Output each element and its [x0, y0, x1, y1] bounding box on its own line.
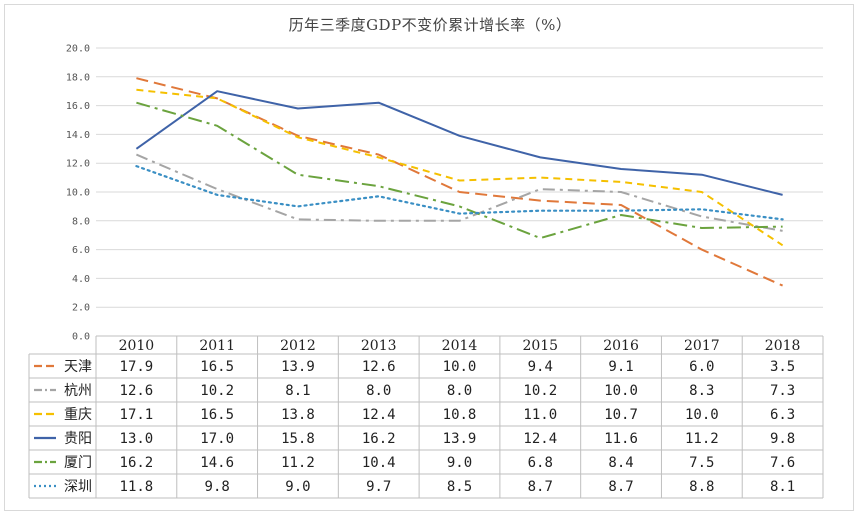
- data-label: 11.2: [281, 455, 315, 471]
- y-tick-label: 8.0: [72, 216, 90, 227]
- data-label: 12.4: [523, 431, 557, 447]
- data-label: 9.8: [205, 479, 230, 495]
- chart-title: 历年三季度GDP不变价累计增长率（%）: [288, 16, 572, 34]
- data-label: 12.4: [362, 407, 396, 423]
- data-label: 9.0: [285, 479, 310, 495]
- y-axis-ticks: 0.0 2.0 4.0 6.0 8.0 10.0 12.0 14.0 16.0 18.0 20.0: [66, 44, 90, 343]
- data-label: 13.0: [120, 431, 154, 447]
- x-category-label: 2016: [603, 338, 639, 354]
- data-label: 11.6: [604, 431, 638, 447]
- legend-label: 天津: [64, 359, 92, 375]
- data-label: 9.7: [366, 479, 391, 495]
- data-label: 9.4: [528, 359, 553, 375]
- x-category-label: 2012: [280, 338, 316, 354]
- legend-label: 深圳: [64, 479, 92, 495]
- series-line-2: [136, 88, 784, 247]
- series-line-1: [136, 153, 783, 232]
- data-label: 6.8: [528, 455, 553, 471]
- y-tick-label: 14.0: [66, 130, 90, 141]
- y-tick-label: 20.0: [66, 44, 90, 55]
- data-label: 13.9: [281, 359, 315, 375]
- legend-label: 厦门: [64, 455, 92, 471]
- data-label: 12.6: [120, 383, 154, 399]
- data-label: 16.2: [362, 431, 396, 447]
- data-label: 8.5: [447, 479, 472, 495]
- data-label: 8.1: [770, 479, 795, 495]
- data-label: 7.3: [770, 383, 795, 399]
- data-label: 8.7: [608, 479, 633, 495]
- series-line-4: [136, 101, 783, 240]
- data-label: 10.2: [523, 383, 557, 399]
- data-label: 11.2: [685, 431, 719, 447]
- data-label: 10.7: [604, 407, 638, 423]
- data-label: 15.8: [281, 431, 315, 447]
- chart-frame: [4, 4, 854, 511]
- x-category-label: 2018: [765, 338, 801, 354]
- grid-lines: [96, 47, 823, 308]
- data-label: 13.9: [443, 431, 477, 447]
- data-label: 8.1: [285, 383, 310, 399]
- x-category-label: 2011: [199, 338, 235, 354]
- y-tick-label: 4.0: [72, 274, 90, 285]
- data-label: 3.5: [770, 359, 795, 375]
- data-label: 13.8: [281, 407, 315, 423]
- data-label: 10.4: [362, 455, 396, 471]
- y-tick-label: 2.0: [72, 303, 90, 314]
- y-tick-label: 18.0: [66, 72, 90, 83]
- series-line-0: [136, 77, 784, 287]
- data-label: 16.5: [200, 359, 234, 375]
- y-tick-label: 12.0: [66, 159, 90, 170]
- data-label: 10.0: [604, 383, 638, 399]
- data-label: 16.5: [200, 407, 234, 423]
- data-label: 6.3: [770, 407, 795, 423]
- data-label: 8.4: [608, 455, 633, 471]
- data-label: 16.2: [120, 455, 154, 471]
- data-label: 6.0: [689, 359, 714, 375]
- y-tick-label: 6.0: [72, 245, 90, 256]
- data-label: 11.0: [523, 407, 557, 423]
- data-label: 10.0: [685, 407, 719, 423]
- data-label: 8.7: [528, 479, 553, 495]
- y-tick-label: 0.0: [72, 332, 90, 343]
- data-label: 10.2: [200, 383, 234, 399]
- data-label: 12.6: [362, 359, 396, 375]
- x-category-label: 2014: [442, 338, 478, 354]
- x-category-label: 2017: [684, 338, 720, 354]
- data-label: 10.0: [443, 359, 477, 375]
- data-label: 8.0: [447, 383, 472, 399]
- series-lines: [135, 77, 784, 287]
- data-label: 7.5: [689, 455, 714, 471]
- y-tick-label: 10.0: [66, 188, 90, 199]
- data-table: 2010 2011 2012 2013 2014 2015 2016 2017 2018 天津 17…: [28, 335, 824, 499]
- y-tick-label: 16.0: [66, 101, 90, 112]
- legend-label: 重庆: [64, 407, 92, 423]
- x-category-label: 2010: [119, 338, 155, 354]
- data-label: 8.0: [366, 383, 391, 399]
- data-label: 17.0: [200, 431, 234, 447]
- data-label: 8.3: [689, 383, 714, 399]
- data-label: 7.6: [770, 455, 795, 471]
- legend-label: 贵阳: [64, 431, 92, 447]
- data-label: 9.0: [447, 455, 472, 471]
- data-label: 11.8: [120, 479, 154, 495]
- data-label: 17.9: [120, 359, 154, 375]
- x-category-label: 2013: [361, 338, 397, 354]
- data-label: 8.8: [689, 479, 714, 495]
- data-label: 14.6: [200, 455, 234, 471]
- series-line-5: [135, 165, 784, 221]
- series-line-3: [135, 90, 783, 196]
- data-label: 9.1: [608, 359, 633, 375]
- x-category-label: 2015: [522, 338, 558, 354]
- data-label: 17.1: [120, 407, 154, 423]
- legend-label: 杭州: [64, 383, 92, 399]
- data-label: 9.8: [770, 431, 795, 447]
- data-label: 10.8: [443, 407, 477, 423]
